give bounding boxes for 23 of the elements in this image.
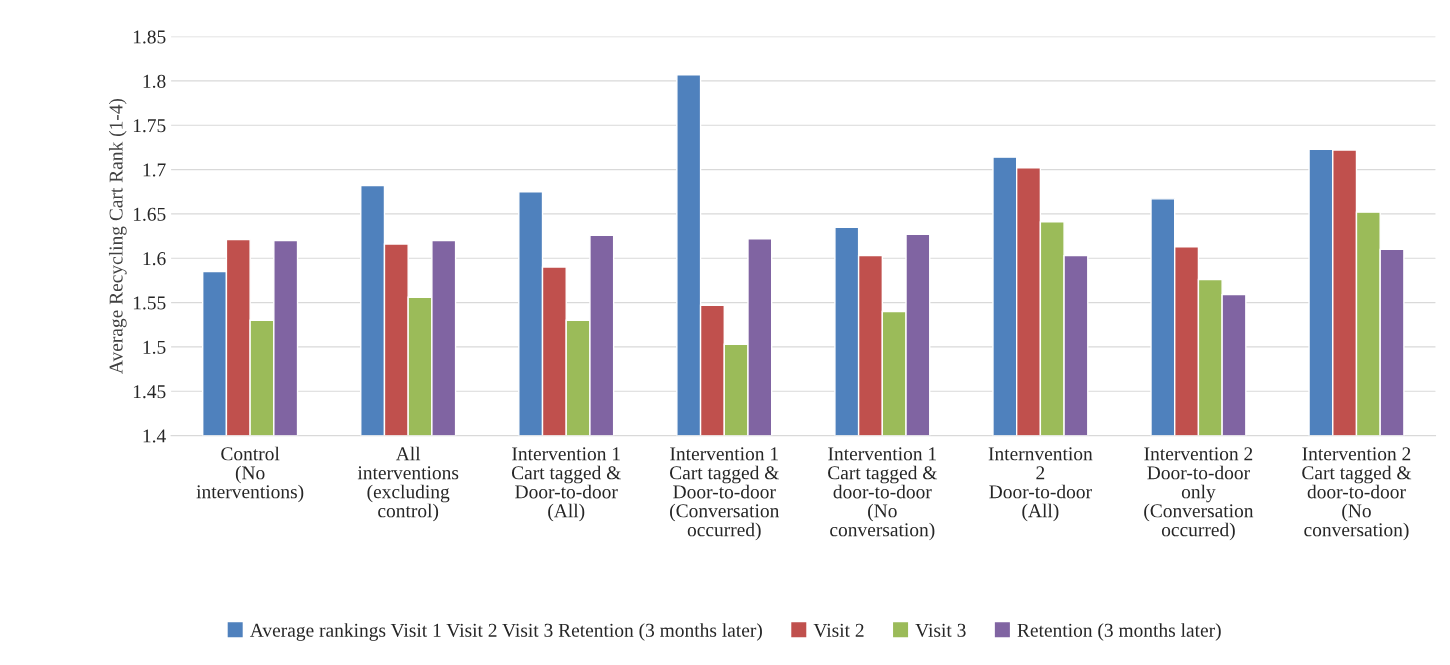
x-tick-label: Intervention 1 Cart tagged & Door-to-door (All) (511, 447, 621, 522)
y-tick-label: 1.7 (143, 163, 166, 177)
y-tick-label: 1.45 (133, 385, 166, 399)
legend-label: Visit 2 (813, 623, 864, 637)
y-tick-label: 1.85 (133, 30, 166, 44)
y-tick-label: 1.75 (133, 119, 166, 133)
legend-label: Average rankings Visit 1 Visit 2 Visit 3 Retention (3 months later) (249, 623, 762, 641)
x-tick-label: Intervention 2 Cart tagged & door-to-door (No conversation) (1302, 447, 1412, 541)
x-tick-label: Control (No interventions) (196, 446, 304, 503)
x-tick-label: Intervention 1 Cart tagged & door-to-door (No conversation) (828, 447, 938, 541)
x-tick-label: Internvention 2 Door-to-door (All) (988, 447, 1093, 522)
y-tick-label: 1.4 (143, 429, 166, 443)
legend-label: Retention (3 months later) (1017, 623, 1221, 641)
legend-label: Visit 3 (915, 623, 966, 637)
y-tick-label: 1.55 (133, 296, 166, 310)
x-tick-label: All interventions (excluding control) (357, 446, 459, 522)
y-tick-label: 1.5 (143, 340, 166, 354)
y-tick-label: 1.65 (133, 207, 166, 221)
x-tick-label: Intervention 2 Door-to-door only (Conversation occurred) (1144, 447, 1254, 541)
y-tick-label: 1.6 (143, 252, 166, 266)
y-tick-label: 1.8 (143, 74, 166, 88)
x-tick-label: Intervention 1 Cart tagged & Door-to-door (Conversation occurred) (670, 447, 780, 541)
y-axis-title: Average Recycling Cart Rank (1-4) (108, 98, 127, 374)
